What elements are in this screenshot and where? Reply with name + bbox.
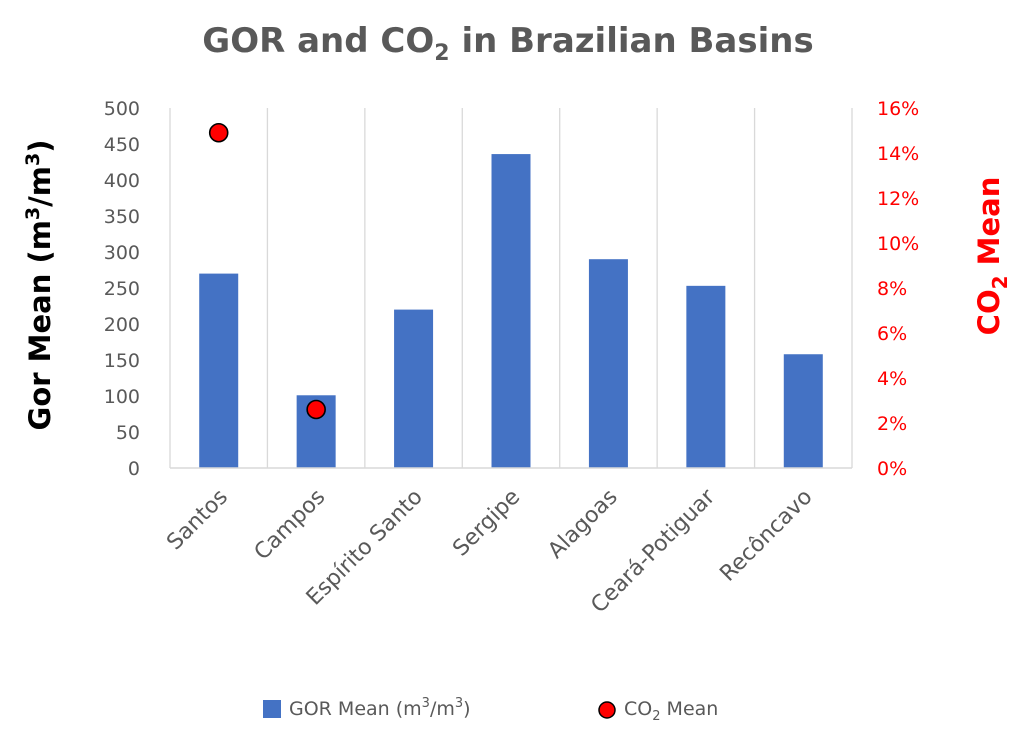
y-left-tick-label: 150 (104, 350, 140, 372)
x-tick-label: Recôncavo (715, 485, 817, 587)
y-right-tick-label: 2% (877, 413, 907, 435)
y-axis-left-label: Gor Mean (m3/m3) (22, 140, 57, 431)
marker-campos (306, 399, 326, 420)
marker-santos (208, 122, 229, 143)
legend-swatch-gor (263, 700, 281, 718)
y-right-tick-label: 6% (877, 323, 907, 345)
y-right-tick-label: 10% (877, 233, 919, 255)
y-left-tick-label: 0 (128, 458, 140, 480)
right-axis-ticks: 0% 2% 4% 6% 8% 10% 12% 14% 16% (877, 98, 919, 480)
legend-label-gor: GOR Mean (m3/m3) (289, 696, 471, 720)
bar-esp-rito-santo (394, 309, 434, 468)
x-tick-label: Alagoas (543, 485, 622, 564)
y-right-tick-label: 0% (877, 458, 907, 480)
y-left-tick-label: 400 (104, 170, 140, 192)
y-left-tick-label: 500 (104, 98, 140, 120)
y-right-tick-label: 16% (877, 98, 919, 120)
y-left-tick-label: 200 (104, 314, 140, 336)
x-tick-label: Sergipe (448, 485, 525, 562)
y-axis-right-label: CO2 Mean (972, 177, 1012, 336)
y-left-tick-label: 450 (104, 134, 140, 156)
y-right-tick-label: 14% (877, 143, 919, 165)
bar-cear-potiguar (686, 285, 726, 468)
bar-santos (199, 273, 239, 468)
y-left-tick-label: 50 (116, 422, 140, 444)
y-right-tick-label: 8% (877, 278, 907, 300)
left-axis-ticks: 0 50 100 150 200 250 300 350 400 450 500 (104, 98, 140, 480)
y-left-tick-label: 100 (104, 386, 140, 408)
gridlines (169, 108, 853, 468)
marker-series (208, 122, 326, 420)
bar-alagoas (588, 259, 628, 468)
chart-title: GOR and CO2 in Brazilian Basins (202, 21, 813, 66)
legend-marker-co2 (598, 701, 616, 719)
bar-sergipe (491, 154, 531, 468)
legend-label-co2: CO2 Mean (624, 698, 718, 724)
y-left-tick-label: 300 (104, 242, 140, 264)
y-right-tick-label: 12% (877, 188, 919, 210)
y-left-tick-label: 350 (104, 206, 140, 228)
bar-series (199, 154, 823, 468)
y-left-tick-label: 250 (104, 278, 140, 300)
x-tick-label: Santos (162, 485, 233, 556)
bar-rec-ncavo (783, 354, 823, 468)
legend: GOR Mean (m3/m3) CO2 Mean (263, 696, 718, 724)
y-right-tick-label: 4% (877, 368, 907, 390)
x-tick-label: Campos (250, 485, 331, 566)
